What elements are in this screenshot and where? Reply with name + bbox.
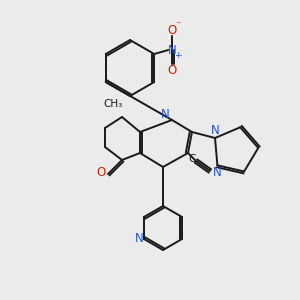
- Text: N: N: [211, 124, 219, 137]
- Text: ⁻: ⁻: [176, 20, 181, 30]
- Text: +: +: [175, 50, 182, 59]
- Text: N: N: [135, 232, 143, 245]
- Text: O: O: [96, 167, 106, 179]
- Text: O: O: [168, 23, 177, 37]
- Text: CH₃: CH₃: [104, 99, 123, 109]
- Text: O: O: [168, 64, 177, 76]
- Text: N: N: [160, 109, 169, 122]
- Text: N: N: [168, 44, 177, 56]
- Text: N: N: [213, 167, 221, 179]
- Text: C: C: [188, 154, 196, 164]
